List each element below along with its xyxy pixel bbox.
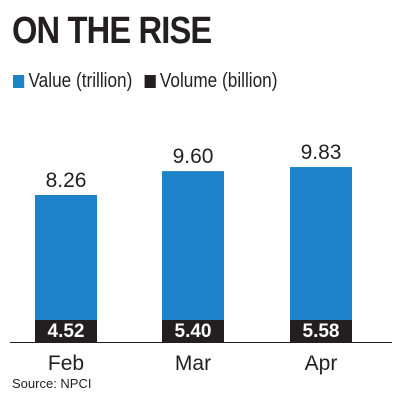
- bar-value-apr: [290, 167, 352, 342]
- data-label-volume-feb: 4.52: [48, 321, 85, 342]
- data-label-value-mar: 9.60: [173, 145, 214, 168]
- legend-item-value: Value (trillion): [13, 70, 132, 93]
- data-label-volume-apr: 5.58: [303, 321, 340, 342]
- bar-value-feb: [35, 194, 97, 342]
- bar-volume-mar: [162, 320, 224, 342]
- legend: Value (trillion) Volume (billion): [13, 70, 290, 93]
- bar-volume-feb: [35, 320, 97, 342]
- legend-item-volume: Volume (billion): [144, 70, 277, 93]
- legend-label-volume: Volume (billion): [159, 70, 278, 92]
- data-label-value-feb: 8.26: [46, 169, 87, 192]
- bar-value-mar: [162, 171, 224, 342]
- chart-title: ON THE RISE: [12, 10, 212, 52]
- bar-volume-apr: [290, 320, 352, 342]
- data-label-volume-mar: 5.40: [175, 321, 212, 342]
- source-note: Source: NPCI: [12, 376, 92, 391]
- data-label-value-apr: 9.83: [301, 141, 342, 164]
- legend-swatch-volume: [144, 75, 156, 88]
- legend-swatch-value: [13, 75, 25, 88]
- x-tick-label-apr: Apr: [305, 352, 338, 375]
- legend-label-value: Value (trillion): [28, 70, 133, 92]
- x-tick-label-feb: Feb: [48, 352, 84, 375]
- x-tick-label-mar: Mar: [175, 352, 211, 375]
